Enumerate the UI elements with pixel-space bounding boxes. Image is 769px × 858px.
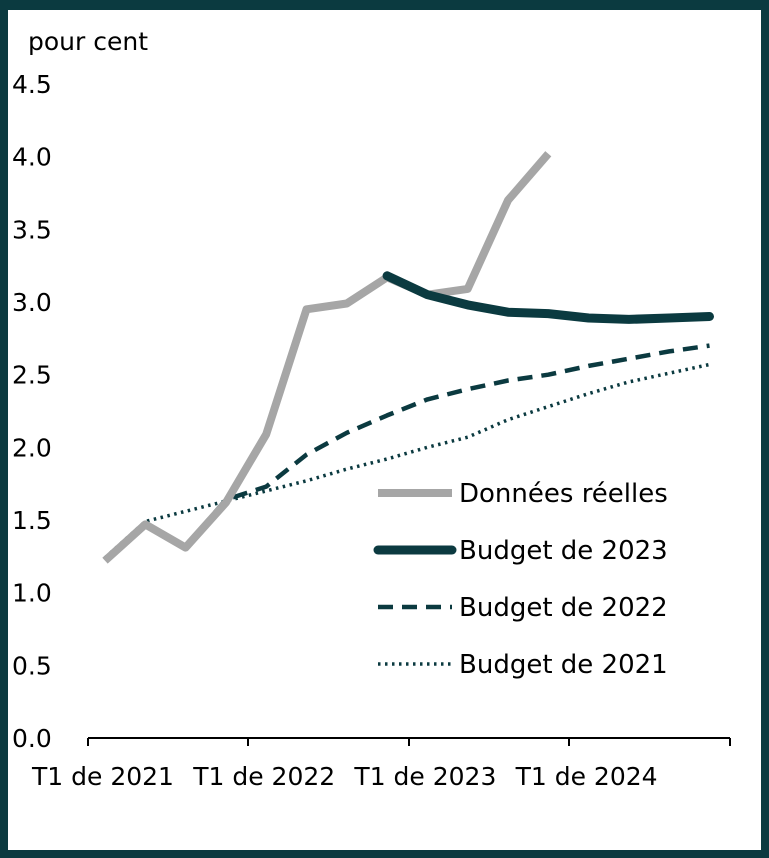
series-line-2 (103, 343, 710, 561)
y-tick-label: 3.5 (12, 215, 52, 244)
y-tick-label: 4.0 (12, 143, 52, 172)
y-tick-label: 3.0 (12, 288, 52, 317)
x-tick-label: T1 de 2022 (192, 762, 335, 791)
y-tick-label: 1.0 (12, 579, 52, 608)
y-tick-label: 4.5 (12, 70, 52, 99)
series-layer (102, 151, 714, 564)
x-axis: T1 de 2021 T1 de 2022 T1 de 2023 T1 de 2024 (31, 737, 731, 791)
series-line-3 (103, 362, 710, 560)
series-line-0 (102, 151, 552, 564)
y-tick-label: 2.0 (12, 433, 52, 462)
y-tick-label: 0.5 (12, 651, 52, 680)
legend-label: Budget de 2022 (459, 593, 668, 623)
legend: Données réelles Budget de 2023 Budget de 2… (373, 479, 668, 680)
y-tick-label: 1.5 (12, 506, 52, 535)
legend-label: Données réelles (459, 479, 668, 509)
y-tick-label: 0.0 (12, 724, 52, 753)
y-unit-label: pour cent (28, 27, 148, 56)
x-tick-label: T1 de 2021 (31, 762, 174, 791)
legend-label: Budget de 2021 (459, 650, 668, 680)
x-tick-label: T1 de 2024 (515, 762, 658, 791)
legend-label: Budget de 2023 (459, 536, 668, 566)
series-line-1 (382, 271, 714, 324)
x-tick-label: T1 de 2023 (353, 762, 496, 791)
y-axis-ticks: 0.0 0.5 1.0 1.5 2.0 2.5 3.0 3.5 4.0 4.5 (12, 70, 52, 753)
y-tick-label: 2.5 (12, 361, 52, 390)
